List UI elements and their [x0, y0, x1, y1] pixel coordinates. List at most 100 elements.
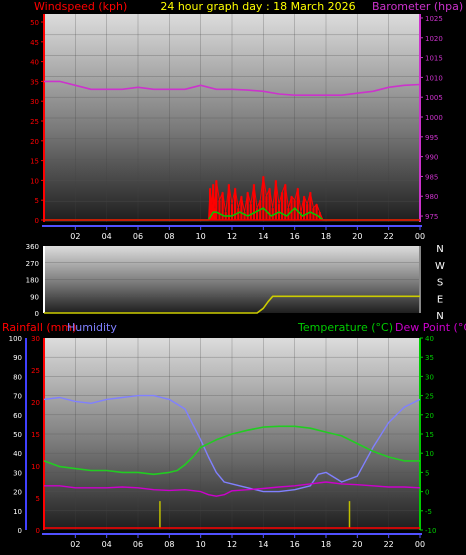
temp-panel-time-tick-label: 08 — [164, 540, 174, 549]
windspeed-axis-tick-label: 10 — [30, 177, 39, 185]
temperature-line — [43, 425, 420, 476]
rainfall-axis-tick-label: 30 — [31, 335, 40, 343]
humidity-axis-tick-label: 40 — [13, 450, 22, 458]
humidity-axis-tick-label: 80 — [13, 373, 22, 381]
temperature-axis-tick-label: 10 — [425, 450, 434, 458]
rainfall-axis-tick-label: 10 — [31, 463, 40, 471]
windspeed-line — [44, 175, 420, 221]
wind-panel-time-tick-label: 22 — [384, 232, 394, 241]
temperature-axis-tick-label: 20 — [425, 412, 434, 420]
humidity-line — [43, 394, 421, 493]
humidity-axis-tick-label: 70 — [13, 393, 22, 401]
barometer-axis-tick-label: 990 — [425, 154, 438, 162]
barometer-axis-tick-label: 1020 — [425, 35, 443, 43]
temp-panel-time-tick-label: 20 — [352, 540, 362, 549]
humidity-axis-tick-label: 10 — [13, 508, 22, 516]
barometer-axis-tick-label: 995 — [425, 134, 438, 142]
rainfall-axis-tick-label: 20 — [31, 399, 40, 407]
temperature-axis-tick-label: 25 — [425, 393, 434, 401]
compass-label-s: S — [437, 278, 443, 289]
barometer-axis-tick-label: 1005 — [425, 94, 443, 102]
compass-label-e: E — [437, 294, 443, 305]
windspeed-axis-tick-label: 5 — [35, 197, 39, 205]
barometer-axis-tick-label: 985 — [425, 173, 438, 181]
humidity-axis-tick-label: 20 — [13, 489, 22, 497]
wind-panel-time-tick-label: 14 — [258, 232, 268, 241]
wind-direction-line — [44, 295, 420, 314]
barometer-axis-tick-label: 1015 — [425, 55, 443, 63]
temp-panel-time-tick-label: 10 — [196, 540, 206, 549]
wind-panel-time-tick-label: 06 — [133, 232, 143, 241]
direction-axis-tick-label: 180 — [26, 277, 39, 285]
wind-panel-time-tick-label: 18 — [321, 232, 331, 241]
windspeed-axis-tick-label: 40 — [30, 59, 39, 67]
rainfall-axis-tick-label: 5 — [36, 495, 40, 503]
barometer-axis-title: Barometer (hpa) — [372, 0, 463, 13]
compass-label-n: N — [436, 311, 443, 322]
compass-label-n: N — [436, 244, 443, 255]
temp-panel-time-tick-label: 00 — [415, 540, 425, 549]
rainfall-axis-tick-label: 25 — [31, 367, 40, 375]
barometer-axis-tick-label: 1010 — [425, 74, 443, 82]
barometer-axis-tick-label: 1025 — [425, 15, 443, 23]
temperature-axis-tick-label: -5 — [425, 508, 432, 516]
wind-panel-time-tick-label: 16 — [290, 232, 300, 241]
temp-panel-time-tick-label: 16 — [290, 540, 300, 549]
temperature-axis-tick-label: -10 — [425, 527, 436, 535]
temp-panel-time-tick-label: 22 — [384, 540, 394, 549]
barometer-line — [44, 80, 421, 96]
direction-axis-tick-label: 360 — [26, 243, 39, 251]
barometer-axis-tick-label: 1000 — [425, 114, 443, 122]
temp-panel-time-tick-label: 14 — [258, 540, 268, 549]
wind-panel-time-tick-label: 02 — [70, 232, 80, 241]
temperature-axis-tick-label: 0 — [425, 489, 429, 497]
temperature-axis-tick-label: 40 — [425, 335, 434, 343]
wind-panel-time-tick-label: 12 — [227, 232, 237, 241]
wind-panel-time-tick-label: 08 — [164, 232, 174, 241]
rainfall-axis-tick-label: 15 — [31, 431, 40, 439]
gust-line — [44, 207, 420, 221]
direction-axis-tick-label: 0 — [35, 310, 39, 318]
humidity-axis-tick-label: 100 — [9, 335, 22, 343]
direction-axis-tick-label: 270 — [26, 260, 39, 268]
compass-label-w: W — [435, 261, 445, 272]
windspeed-axis-tick-label: 30 — [30, 98, 39, 106]
barometer-axis-tick-label: 980 — [425, 193, 438, 201]
windspeed-axis-tick-label: 0 — [35, 217, 39, 225]
windspeed-axis-title: Windspeed (kph) — [34, 0, 127, 13]
temp-panel-time-tick-label: 04 — [102, 540, 112, 549]
windspeed-axis-tick-label: 15 — [30, 158, 39, 166]
rainfall-axis-tick-label: 0 — [36, 527, 40, 535]
humidity-axis-tick-label: 60 — [13, 412, 22, 420]
windspeed-axis-tick-label: 25 — [30, 118, 39, 126]
rainfall-axis-title: Rainfall (mm) — [2, 321, 76, 334]
humidity-axis-title: Humidity — [67, 321, 117, 334]
temperature-axis-tick-label: 5 — [425, 469, 429, 477]
chart-marks: 0510152025303540455097598098599099510001… — [9, 14, 445, 549]
windspeed-axis-tick-label: 45 — [30, 39, 39, 47]
dewpoint-line — [44, 481, 421, 497]
wind-panel-time-tick-label: 10 — [196, 232, 206, 241]
temp-panel-time-tick-label: 12 — [227, 540, 237, 549]
humidity-axis-tick-label: 90 — [13, 354, 22, 362]
temperature-axis-tick-label: 15 — [425, 431, 434, 439]
wind-panel-time-tick-label: 04 — [102, 232, 112, 241]
windspeed-axis-tick-label: 20 — [30, 138, 39, 146]
temp-panel-time-tick-label: 18 — [321, 540, 331, 549]
temperature-axis-tick-label: 35 — [425, 354, 434, 362]
dewpoint-axis-title: Dew Point (°C) — [395, 321, 466, 334]
windspeed-axis-tick-label: 50 — [30, 19, 39, 27]
wind-panel-time-tick-label: 20 — [352, 232, 362, 241]
temperature-axis-tick-label: 30 — [425, 373, 434, 381]
humidity-axis-tick-label: 30 — [13, 469, 22, 477]
temp-panel-time-tick-label: 06 — [133, 540, 143, 549]
direction-axis-tick-label: 90 — [30, 293, 39, 301]
temp-panel-time-tick-label: 02 — [70, 540, 80, 549]
windspeed-axis-tick-label: 35 — [30, 78, 39, 86]
humidity-axis-tick-label: 0 — [18, 527, 22, 535]
barometer-axis-tick-label: 975 — [425, 213, 438, 221]
wind-panel-time-tick-label: 00 — [415, 232, 425, 241]
temperature-axis-title: Temperature (°C) — [297, 321, 393, 334]
graph-title: 24 hour graph day : 18 March 2026 — [160, 0, 355, 13]
